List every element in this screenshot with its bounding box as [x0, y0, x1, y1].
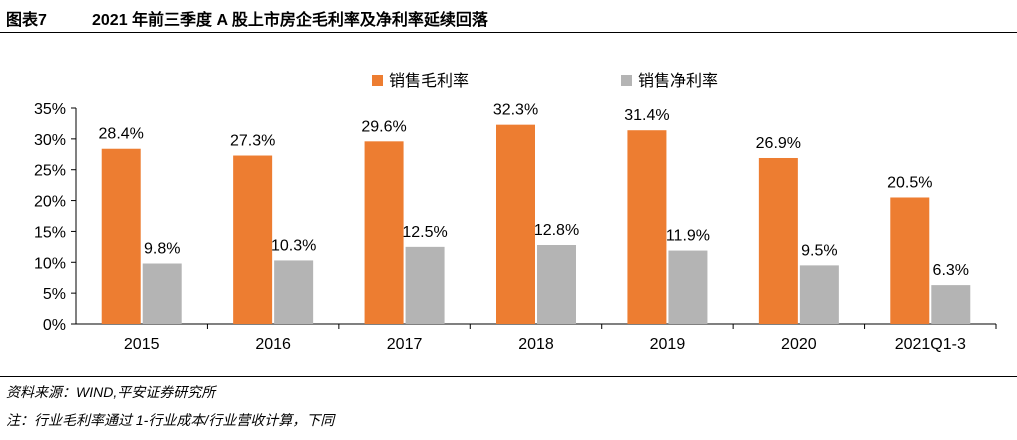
data-label: 6.3%	[933, 262, 969, 279]
net-margin-bar	[142, 263, 182, 324]
gross-margin-bar	[233, 155, 273, 324]
data-label: 9.8%	[144, 241, 180, 258]
legend-swatch	[621, 75, 632, 86]
net-margin-bar	[537, 245, 576, 324]
y-tick-label: 0%	[43, 317, 66, 334]
x-tick-label: 2020	[781, 336, 817, 353]
footer-divider	[0, 376, 1017, 377]
legend-swatch	[372, 75, 383, 86]
data-label: 27.3%	[230, 133, 275, 150]
data-label: 10.3%	[271, 237, 316, 254]
figure-title: 2021 年前三季度 A 股上市房企毛利率及净利率延续回落	[92, 12, 488, 29]
x-tick-label: 2018	[518, 336, 554, 353]
y-tick-label: 35%	[34, 101, 66, 118]
figure-header: 图表7 2021 年前三季度 A 股上市房企毛利率及净利率延续回落	[0, 0, 1017, 34]
figure-label: 图表7	[6, 12, 47, 29]
y-tick-label: 5%	[43, 286, 66, 303]
legend-label: 销售毛利率	[389, 72, 469, 90]
data-label: 12.5%	[402, 224, 447, 241]
gross-margin-bar	[496, 124, 535, 324]
y-tick-label: 10%	[34, 255, 66, 272]
source-note: 资料来源：WIND,平安证券研究所	[6, 384, 216, 400]
y-tick-label: 25%	[34, 163, 66, 180]
y-tick-label: 20%	[34, 194, 66, 211]
gross-margin-bar	[758, 157, 798, 324]
data-label: 26.9%	[756, 135, 801, 152]
y-tick-label: 30%	[34, 132, 66, 149]
calculation-note: 注：行业毛利率通过 1-行业成本/行业营收计算，下同	[6, 412, 335, 428]
bar-chart: 销售毛利率 销售净利率 0% 5% 10% 15% 20% 25% 30% 35% 28.4% 9.8…	[34, 72, 997, 353]
data-label: 31.4%	[624, 107, 669, 124]
gross-margin-bar	[364, 141, 404, 324]
legend-label: 销售净利率	[638, 72, 718, 90]
data-label: 11.9%	[666, 228, 710, 245]
net-margin-bar	[931, 285, 971, 324]
net-margin-bar	[799, 265, 839, 324]
y-tick-label: 15%	[34, 224, 66, 241]
x-tick-label: 2021Q1-3	[895, 336, 966, 353]
data-label: 20.5%	[887, 174, 932, 191]
gross-margin-bar	[890, 197, 930, 324]
net-margin-bar	[274, 260, 314, 324]
gross-margin-bar	[627, 130, 667, 324]
data-label: 29.6%	[361, 118, 406, 135]
header-divider	[0, 32, 1017, 33]
data-label: 32.3%	[493, 102, 538, 119]
data-label: 12.8%	[534, 222, 579, 239]
x-tick-label: 2016	[255, 336, 291, 353]
gross-margin-bar	[101, 148, 141, 324]
net-margin-bar	[405, 246, 445, 324]
data-label: 9.5%	[801, 242, 837, 259]
x-tick-label: 2017	[387, 336, 423, 353]
x-tick-label: 2019	[650, 336, 686, 353]
data-label: 28.4%	[99, 126, 144, 143]
net-margin-bar	[668, 250, 708, 324]
x-tick-label: 2015	[124, 336, 160, 353]
